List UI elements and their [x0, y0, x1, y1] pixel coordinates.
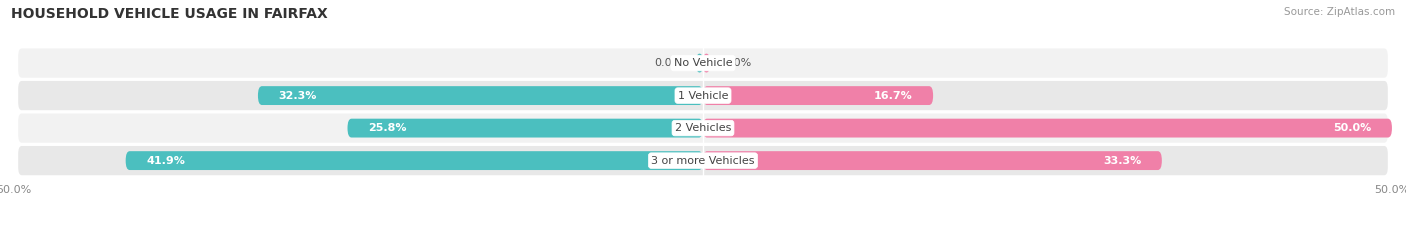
Text: 3 or more Vehicles: 3 or more Vehicles [651, 156, 755, 166]
Text: 0.0%: 0.0% [654, 58, 682, 68]
Text: 25.8%: 25.8% [368, 123, 406, 133]
FancyBboxPatch shape [18, 48, 1388, 78]
Text: 32.3%: 32.3% [278, 91, 316, 101]
Text: 0.0%: 0.0% [724, 58, 752, 68]
Text: HOUSEHOLD VEHICLE USAGE IN FAIRFAX: HOUSEHOLD VEHICLE USAGE IN FAIRFAX [11, 7, 328, 21]
FancyBboxPatch shape [347, 119, 703, 137]
FancyBboxPatch shape [18, 146, 1388, 175]
FancyBboxPatch shape [703, 86, 934, 105]
FancyBboxPatch shape [18, 81, 1388, 110]
Text: 41.9%: 41.9% [146, 156, 186, 166]
Text: No Vehicle: No Vehicle [673, 58, 733, 68]
Text: 33.3%: 33.3% [1102, 156, 1142, 166]
Text: 50.0%: 50.0% [1333, 123, 1371, 133]
FancyBboxPatch shape [703, 54, 710, 72]
FancyBboxPatch shape [703, 151, 1161, 170]
Text: 16.7%: 16.7% [873, 91, 912, 101]
FancyBboxPatch shape [257, 86, 703, 105]
Text: Source: ZipAtlas.com: Source: ZipAtlas.com [1284, 7, 1395, 17]
FancyBboxPatch shape [18, 113, 1388, 143]
FancyBboxPatch shape [125, 151, 703, 170]
Text: 2 Vehicles: 2 Vehicles [675, 123, 731, 133]
FancyBboxPatch shape [703, 119, 1392, 137]
FancyBboxPatch shape [696, 54, 703, 72]
Text: 1 Vehicle: 1 Vehicle [678, 91, 728, 101]
